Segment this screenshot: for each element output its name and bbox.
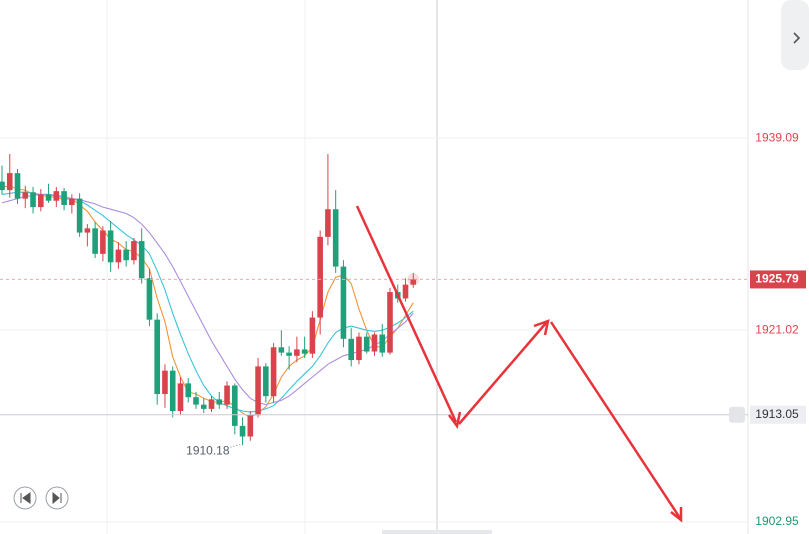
candle-body <box>379 334 386 353</box>
candle-body <box>76 198 83 233</box>
candle-body <box>286 352 292 356</box>
prev-icon <box>20 492 31 504</box>
candle-body <box>332 209 339 267</box>
candle-body <box>177 383 184 412</box>
candle-body <box>387 292 393 353</box>
y-tick-label: 1902.95 <box>755 514 799 528</box>
y-tick-label: 1921.02 <box>755 322 799 336</box>
plot: 1910.18 <box>0 137 748 523</box>
candle-body <box>294 349 300 356</box>
current-price-pulse <box>407 273 420 286</box>
candle-body <box>30 192 36 208</box>
candle-body <box>309 317 316 354</box>
moving-average-line <box>1 191 414 413</box>
arrowhead <box>670 507 683 523</box>
candle-body <box>162 370 168 395</box>
chevron <box>793 32 801 44</box>
arrowhead <box>447 411 462 429</box>
candle-body <box>348 338 354 361</box>
candle-body <box>22 192 29 199</box>
candle-body <box>154 319 160 395</box>
candle-body <box>371 334 378 352</box>
candle-body <box>216 399 223 405</box>
candle-body <box>247 415 254 437</box>
candle-body <box>317 236 323 318</box>
candle-body <box>208 399 215 409</box>
candle-body <box>100 230 106 254</box>
alert-icon <box>729 406 745 423</box>
moving-average-line <box>1 185 414 419</box>
playback-controls <box>13 486 69 510</box>
low-leader <box>230 443 242 448</box>
candle-body <box>146 278 153 320</box>
candle-body <box>301 349 308 354</box>
candle-body <box>115 249 122 263</box>
current-price-label: 1925.79 <box>755 272 799 286</box>
candle-body <box>92 228 98 254</box>
candle-body <box>325 209 331 237</box>
candle-body <box>123 249 129 261</box>
candle-body <box>402 284 409 299</box>
candle-body <box>193 397 199 405</box>
forecast-arrows <box>355 205 683 523</box>
candle-body <box>232 385 238 426</box>
moving-average-line <box>1 193 414 406</box>
candle-body <box>138 241 145 279</box>
y-tick-label: 1939.09 <box>755 130 799 144</box>
candle-body <box>340 266 347 339</box>
low-label: 1910.18 <box>186 443 230 457</box>
candle-body <box>84 228 91 233</box>
candle-body <box>61 191 67 205</box>
candle-body <box>239 425 246 437</box>
candle-body <box>363 336 370 352</box>
candle-body <box>255 366 261 416</box>
grid <box>106 0 749 534</box>
next-icon <box>52 491 62 505</box>
candle-body <box>53 191 60 201</box>
candle-body <box>185 383 192 398</box>
scrollbar[interactable] <box>382 530 492 534</box>
arrow <box>458 322 547 425</box>
crosshair-tag <box>750 405 806 424</box>
arrowhead <box>533 319 550 336</box>
candle-body <box>69 198 75 205</box>
candle-body <box>169 370 176 412</box>
candle-body <box>278 347 285 353</box>
candle-body <box>45 194 52 201</box>
candle-body <box>356 336 362 361</box>
candle-body <box>131 241 137 261</box>
crosshair-price-label: 1913.05 <box>755 407 799 421</box>
candle-body <box>270 347 277 397</box>
candle-body <box>200 404 207 409</box>
candle-body <box>14 173 21 199</box>
candle-body <box>0 181 5 191</box>
candle-body <box>107 230 114 263</box>
current-price-tag <box>750 270 806 289</box>
candle-body <box>410 279 417 285</box>
candle-body <box>224 385 230 405</box>
candle-body <box>6 173 13 191</box>
candle-body <box>263 366 269 397</box>
candle-body <box>38 194 44 208</box>
arrow <box>355 205 458 423</box>
arrow <box>549 321 682 519</box>
